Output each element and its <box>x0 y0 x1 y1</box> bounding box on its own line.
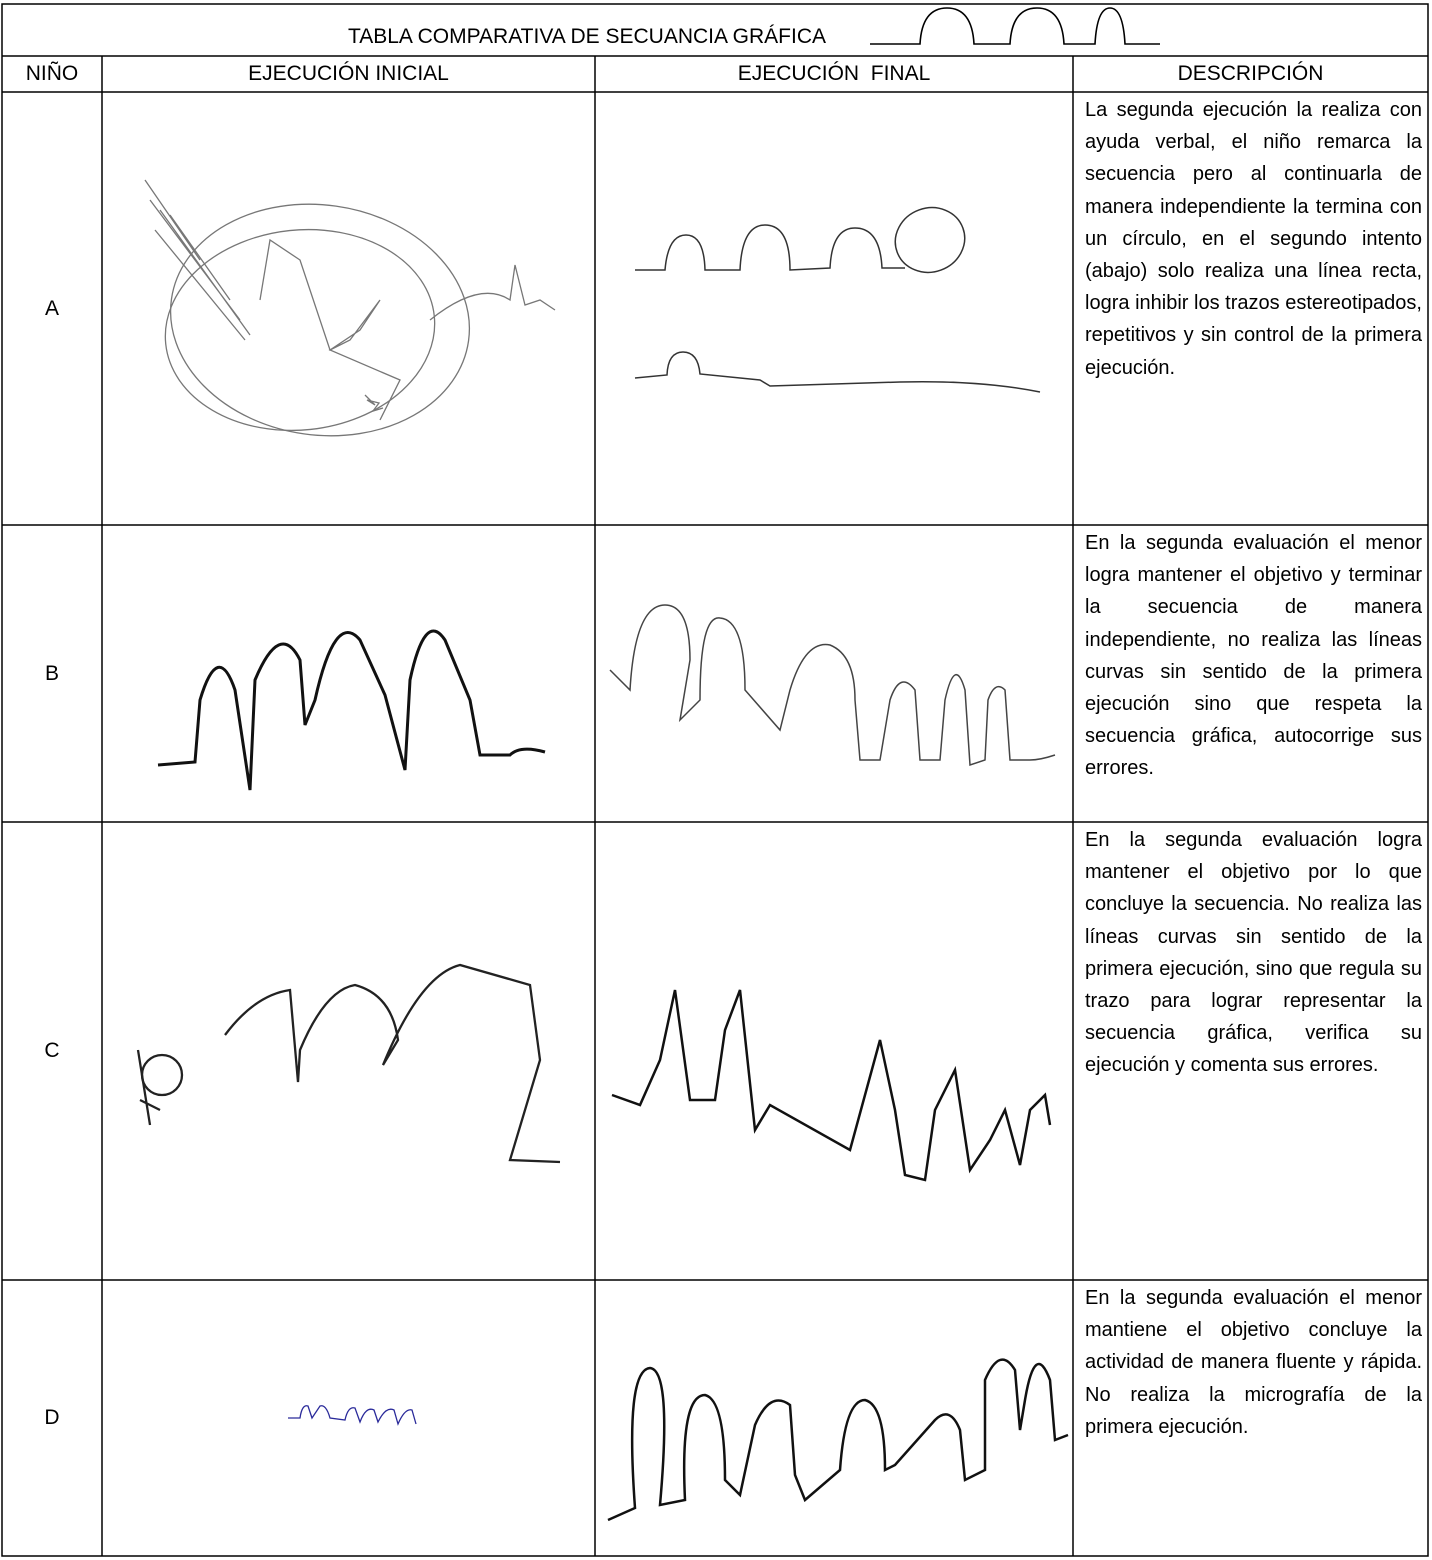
description: En la segunda evaluación el menor logra … <box>1073 525 1428 822</box>
column-header: EJECUCIÓN INICIAL <box>102 56 595 92</box>
column-header: DESCRIPCIÓN <box>1073 56 1428 92</box>
description: En la segunda evaluación el menor mantie… <box>1073 1280 1428 1556</box>
row-label: A <box>2 92 102 525</box>
description: En la segunda evaluación logra mantener … <box>1073 822 1428 1280</box>
row-label: C <box>2 822 102 1280</box>
description: La segunda ejecución la realiza con ayud… <box>1073 92 1428 525</box>
row-label: B <box>2 525 102 822</box>
table-title: TABLA COMPARATIVA DE SECUANCIA GRÁFICA <box>2 4 1172 56</box>
page: TABLA COMPARATIVA DE SECUANCIA GRÁFICA N… <box>0 0 1432 1560</box>
column-header: NIÑO <box>2 56 102 92</box>
row-label: D <box>2 1280 102 1556</box>
column-header: EJECUCIÓN FINAL <box>595 56 1073 92</box>
